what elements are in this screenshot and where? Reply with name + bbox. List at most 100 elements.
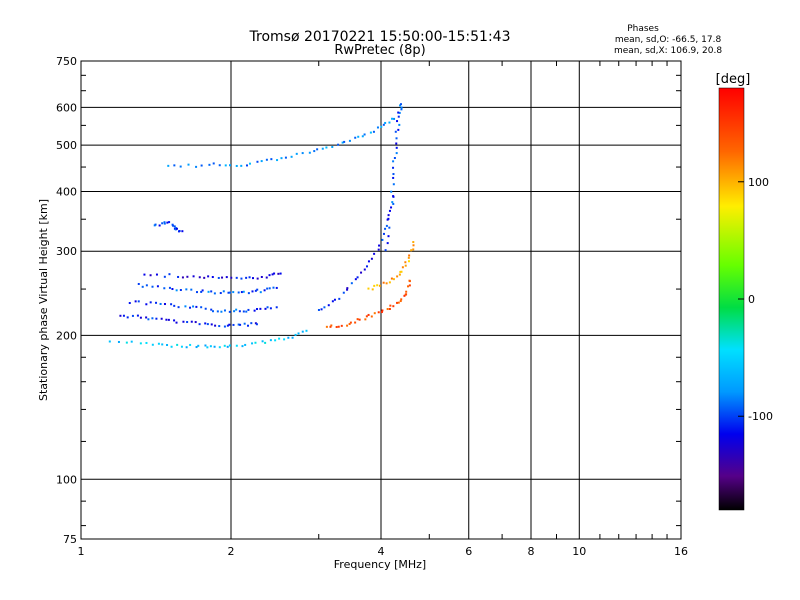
data-point <box>143 273 146 276</box>
data-point <box>201 289 204 292</box>
data-point <box>356 318 359 321</box>
data-point <box>280 157 283 160</box>
y-tick-label: 600 <box>56 101 77 114</box>
data-point <box>250 322 253 325</box>
data-point <box>204 307 207 310</box>
data-point <box>266 306 269 309</box>
data-point <box>388 281 391 284</box>
data-point <box>407 256 410 259</box>
data-point <box>348 323 351 326</box>
data-point <box>216 310 219 313</box>
data-point <box>220 310 223 313</box>
data-point <box>232 291 235 294</box>
data-point <box>170 303 173 306</box>
data-point <box>388 209 391 212</box>
data-point <box>190 288 193 291</box>
data-point <box>373 284 376 287</box>
data-point <box>151 285 154 288</box>
data-point <box>412 248 415 251</box>
data-point <box>145 341 148 344</box>
y-tick-label: 400 <box>56 185 77 198</box>
data-point <box>173 225 176 228</box>
data-point <box>246 324 249 327</box>
data-point <box>305 329 308 332</box>
data-point <box>184 305 187 308</box>
data-point <box>401 266 404 269</box>
data-point <box>224 164 227 167</box>
data-point <box>198 276 201 279</box>
data-point <box>327 304 330 307</box>
chart-subtitle: RwPretec (8p) <box>334 43 425 58</box>
data-point <box>214 324 217 327</box>
x-tick-label: 1 <box>78 545 85 558</box>
data-point <box>145 316 148 319</box>
data-point <box>389 304 392 307</box>
data-point <box>392 166 395 169</box>
data-point <box>235 164 238 167</box>
data-point <box>266 287 269 290</box>
data-point <box>149 301 152 304</box>
data-point <box>269 339 272 342</box>
data-point <box>387 235 390 238</box>
data-point <box>187 163 190 166</box>
data-point <box>295 152 298 155</box>
data-point <box>399 103 402 106</box>
data-point <box>189 306 192 309</box>
data-point <box>186 321 189 324</box>
data-point <box>301 330 304 333</box>
data-point <box>256 308 259 311</box>
data-point <box>228 323 231 326</box>
data-point <box>237 323 240 326</box>
data-point <box>174 228 177 231</box>
data-point <box>313 150 316 153</box>
data-point <box>244 343 247 346</box>
data-point <box>175 289 178 292</box>
data-point <box>275 286 278 289</box>
data-point <box>404 264 407 267</box>
data-point <box>372 130 375 133</box>
data-point <box>390 277 393 280</box>
data-point <box>137 300 140 303</box>
data-point <box>284 156 287 159</box>
data-point <box>380 125 383 128</box>
data-point <box>404 261 407 264</box>
data-point <box>384 249 387 252</box>
data-point <box>210 290 213 293</box>
data-point <box>275 306 278 309</box>
data-point <box>210 308 213 311</box>
data-point <box>159 302 162 305</box>
data-point <box>177 230 180 233</box>
data-point <box>218 164 221 167</box>
data-point <box>136 314 139 317</box>
data-point <box>398 123 401 126</box>
data-point <box>346 288 349 291</box>
y-tick-label: 200 <box>56 329 77 342</box>
data-point <box>381 238 384 241</box>
data-point <box>263 289 266 292</box>
data-point <box>161 222 164 225</box>
data-point <box>290 155 293 158</box>
data-point <box>163 221 166 224</box>
data-point <box>171 223 174 226</box>
data-point <box>301 152 304 155</box>
y-tick-label: 75 <box>63 533 77 546</box>
data-point <box>251 290 254 293</box>
data-point <box>397 128 400 131</box>
data-point <box>245 310 248 313</box>
data-point <box>204 322 207 325</box>
data-point <box>350 282 353 285</box>
data-point <box>163 222 166 225</box>
data-point <box>408 284 411 287</box>
data-point <box>354 321 357 324</box>
data-point <box>179 289 182 292</box>
data-point <box>185 346 188 349</box>
data-point <box>260 160 263 163</box>
data-point <box>390 190 393 193</box>
data-point <box>218 325 221 328</box>
data-point <box>400 298 403 301</box>
data-point <box>349 321 352 324</box>
data-point <box>408 254 411 257</box>
x-tick-label: 8 <box>528 545 535 558</box>
data-point <box>125 341 128 344</box>
data-point <box>139 342 142 345</box>
